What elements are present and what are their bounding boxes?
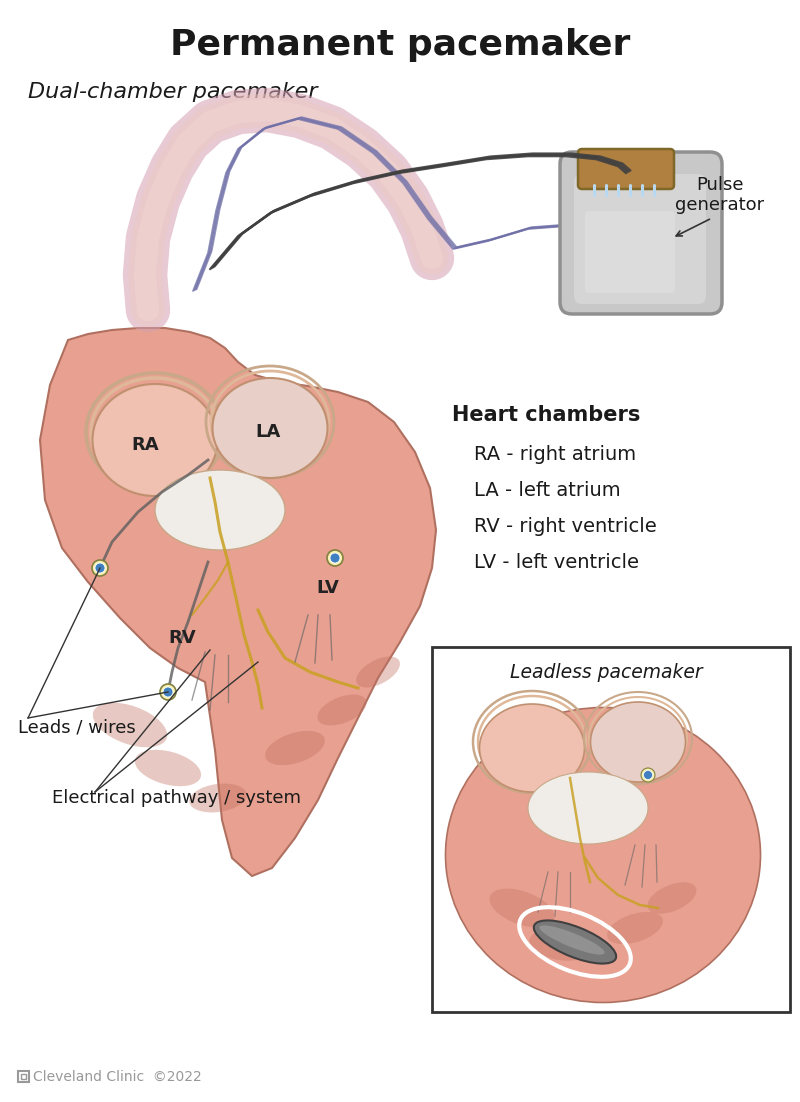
Circle shape	[643, 770, 653, 779]
Ellipse shape	[590, 702, 686, 782]
Text: RA - right atrium: RA - right atrium	[474, 445, 636, 465]
Ellipse shape	[534, 920, 616, 963]
Ellipse shape	[539, 926, 605, 954]
Ellipse shape	[190, 784, 246, 812]
Ellipse shape	[135, 749, 201, 786]
FancyBboxPatch shape	[585, 210, 675, 293]
FancyBboxPatch shape	[578, 149, 674, 190]
Text: Leads / wires: Leads / wires	[18, 719, 136, 737]
Text: Electrical pathway / system: Electrical pathway / system	[52, 789, 301, 807]
Ellipse shape	[647, 883, 697, 914]
Circle shape	[92, 560, 108, 576]
Text: LA: LA	[255, 423, 281, 441]
Bar	[432, 647, 790, 1012]
Circle shape	[641, 768, 655, 782]
Text: LA - left atrium: LA - left atrium	[474, 482, 621, 500]
Ellipse shape	[479, 704, 585, 792]
Bar	[21, 1074, 26, 1079]
Text: RA: RA	[131, 436, 159, 454]
Ellipse shape	[528, 773, 648, 844]
Circle shape	[327, 550, 343, 566]
Bar	[18, 1071, 29, 1082]
Text: Cleveland Clinic  ©2022: Cleveland Clinic ©2022	[33, 1070, 202, 1084]
Ellipse shape	[265, 731, 325, 765]
Circle shape	[95, 563, 105, 573]
Ellipse shape	[93, 703, 167, 747]
Text: Heart chambers: Heart chambers	[452, 406, 640, 425]
Text: Leadless pacemaker: Leadless pacemaker	[510, 662, 702, 681]
Text: Pulse
generator: Pulse generator	[675, 175, 765, 215]
Ellipse shape	[93, 383, 218, 496]
Ellipse shape	[530, 929, 590, 961]
Text: RV: RV	[168, 629, 196, 647]
Text: LV: LV	[317, 579, 339, 597]
Circle shape	[330, 553, 340, 563]
Circle shape	[163, 687, 173, 696]
Ellipse shape	[318, 694, 366, 725]
Polygon shape	[40, 328, 436, 876]
Text: RV - right ventricle: RV - right ventricle	[474, 518, 657, 537]
Ellipse shape	[356, 657, 400, 688]
Ellipse shape	[446, 707, 761, 1003]
Text: Dual-chamber pacemaker: Dual-chamber pacemaker	[28, 82, 318, 102]
FancyBboxPatch shape	[560, 152, 722, 314]
Text: Permanent pacemaker: Permanent pacemaker	[170, 28, 630, 62]
Ellipse shape	[490, 888, 554, 928]
Ellipse shape	[213, 378, 327, 478]
Ellipse shape	[607, 912, 663, 944]
Circle shape	[160, 684, 176, 700]
Ellipse shape	[155, 469, 285, 550]
FancyBboxPatch shape	[574, 174, 706, 304]
Text: LV - left ventricle: LV - left ventricle	[474, 553, 639, 573]
